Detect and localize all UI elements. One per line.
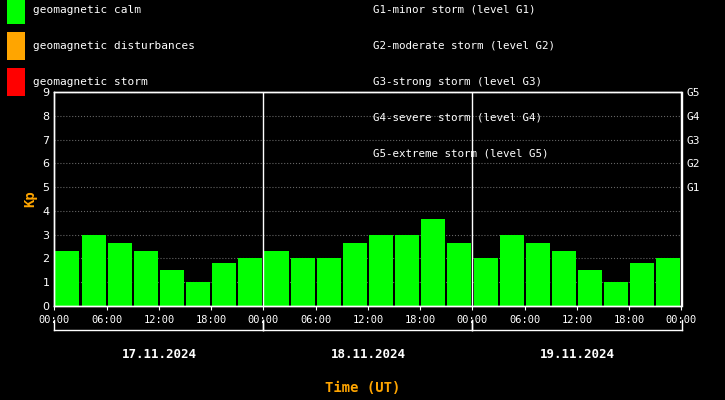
- Y-axis label: Kp: Kp: [22, 191, 37, 207]
- Text: 18.11.2024: 18.11.2024: [331, 348, 405, 360]
- Bar: [369, 235, 393, 306]
- Text: G4-severe storm (level G4): G4-severe storm (level G4): [373, 113, 542, 123]
- Bar: [578, 270, 602, 306]
- Bar: [656, 258, 681, 306]
- Bar: [473, 258, 497, 306]
- Text: G1-minor storm (level G1): G1-minor storm (level G1): [373, 5, 536, 15]
- Bar: [500, 235, 523, 306]
- Bar: [134, 250, 158, 306]
- Bar: [526, 242, 550, 306]
- Text: 19.11.2024: 19.11.2024: [539, 348, 615, 360]
- Bar: [212, 263, 236, 306]
- Bar: [630, 263, 655, 306]
- Bar: [55, 250, 80, 306]
- Text: geomagnetic storm: geomagnetic storm: [33, 77, 147, 87]
- Text: 17.11.2024: 17.11.2024: [121, 348, 196, 360]
- Bar: [291, 258, 315, 306]
- Bar: [343, 242, 367, 306]
- Bar: [604, 282, 628, 306]
- Bar: [239, 258, 262, 306]
- Text: geomagnetic calm: geomagnetic calm: [33, 5, 141, 15]
- Bar: [552, 250, 576, 306]
- Text: Time (UT): Time (UT): [325, 381, 400, 395]
- Bar: [317, 258, 341, 306]
- Bar: [108, 242, 132, 306]
- Text: G5-extreme storm (level G5): G5-extreme storm (level G5): [373, 149, 549, 159]
- Text: G3-strong storm (level G3): G3-strong storm (level G3): [373, 77, 542, 87]
- Bar: [160, 270, 184, 306]
- Text: geomagnetic disturbances: geomagnetic disturbances: [33, 41, 194, 51]
- Bar: [186, 282, 210, 306]
- Bar: [421, 219, 445, 306]
- Bar: [81, 235, 106, 306]
- Bar: [395, 235, 419, 306]
- Text: G2-moderate storm (level G2): G2-moderate storm (level G2): [373, 41, 555, 51]
- Bar: [447, 242, 471, 306]
- Bar: [265, 250, 289, 306]
